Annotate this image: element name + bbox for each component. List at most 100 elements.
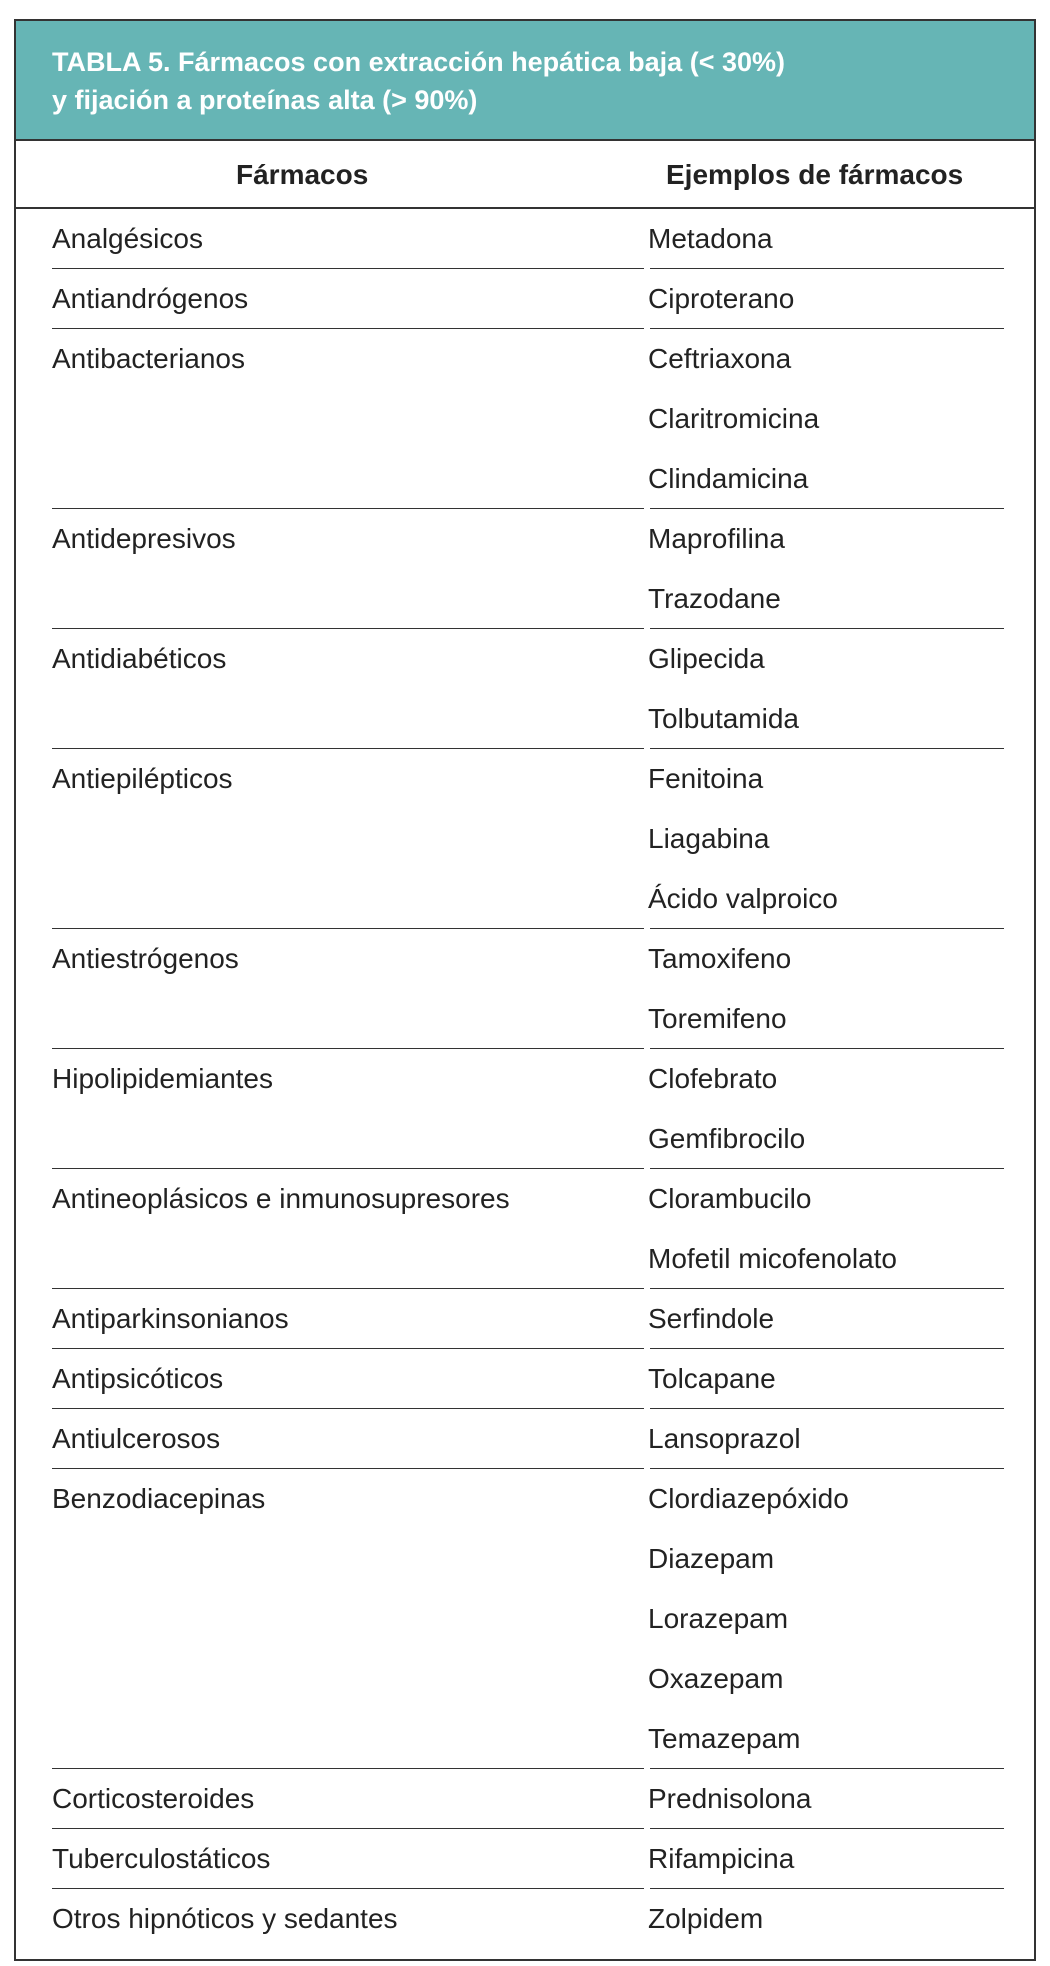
table-row: Antiparkinsonianos Serfindole	[16, 1289, 1034, 1349]
row-divider	[650, 1828, 1004, 1829]
column-header-ejemplos: Ejemplos de fármacos	[666, 159, 964, 190]
drug-example-cell: Tamoxifeno	[648, 943, 792, 974]
drug-example-cell: Diazepam	[648, 1543, 775, 1574]
row-divider	[650, 1408, 1004, 1409]
drug-example-cell: Trazodane	[648, 583, 781, 614]
table-row: Claritromicina	[16, 389, 1034, 449]
table-row: Antidepresivos Maprofilina	[16, 509, 1034, 569]
table-row: Liagabina	[16, 809, 1034, 869]
row-divider	[52, 628, 644, 629]
row-divider	[650, 328, 1004, 329]
row-divider	[650, 1348, 1004, 1349]
row-divider	[650, 628, 1004, 629]
table-body: Analgésicos Metadona Antiandrógenos Ciprote…	[16, 209, 1034, 1949]
row-divider	[650, 1168, 1004, 1169]
row-divider	[650, 1888, 1004, 1889]
drug-example-cell: Ácido valproico	[648, 883, 838, 914]
table-row: Antiestrógenos Tamoxifeno	[16, 929, 1034, 989]
drug-example-cell: Metadona	[648, 223, 773, 254]
row-divider	[650, 748, 1004, 749]
table-row: Analgésicos Metadona	[16, 209, 1034, 269]
drug-example-cell: Clordiazepóxido	[648, 1483, 849, 1514]
table-row: Antiandrógenos Ciproterano	[16, 269, 1034, 329]
drug-table: TABLA 5. Fármacos con extracción hepátic…	[14, 19, 1036, 1961]
table-row: Temazepam	[16, 1709, 1034, 1769]
drug-example-cell: Glipecida	[648, 643, 765, 674]
table-row: Benzodiacepinas Clordiazepóxido	[16, 1469, 1034, 1529]
table-row: Diazepam	[16, 1529, 1034, 1589]
table-row: Mofetil micofenolato	[16, 1229, 1034, 1289]
table-row: Antipsicóticos Tolcapane	[16, 1349, 1034, 1409]
table-title-line-1: TABLA 5. Fármacos con extracción hepátic…	[52, 47, 785, 77]
category-cell: Analgésicos	[52, 223, 203, 254]
table-row: Antineoplásicos e inmunosupresores Cloram…	[16, 1169, 1034, 1229]
drug-example-cell: Temazepam	[648, 1723, 801, 1754]
row-divider	[52, 1828, 644, 1829]
category-cell: Antidepresivos	[52, 523, 236, 554]
category-cell: Antibacterianos	[52, 343, 246, 374]
table-row: Antiulcerosos Lansoprazol	[16, 1409, 1034, 1469]
row-divider	[650, 928, 1004, 929]
drug-example-cell: Gemfibrocilo	[648, 1123, 806, 1154]
table-row: Toremifeno	[16, 989, 1034, 1049]
row-divider	[52, 1408, 644, 1409]
row-divider	[52, 268, 644, 269]
row-divider	[650, 508, 1004, 509]
drug-example-cell: Liagabina	[648, 823, 770, 854]
category-cell: Tuberculostáticos	[52, 1843, 271, 1874]
column-header-farmacos: Fármacos	[236, 159, 369, 190]
drug-example-cell: Tolbutamida	[648, 703, 799, 734]
drug-example-cell: Oxazepam	[648, 1663, 784, 1694]
category-cell: Hipolipidemiantes	[52, 1063, 274, 1094]
category-cell: Antiulcerosos	[52, 1423, 221, 1454]
row-divider	[52, 1468, 644, 1469]
row-divider	[650, 1048, 1004, 1049]
table-row: Antidiabéticos Glipecida	[16, 629, 1034, 689]
table-row: Lorazepam	[16, 1589, 1034, 1649]
table-title: TABLA 5. Fármacos con extracción hepátic…	[16, 21, 1034, 141]
drug-example-cell: Serfindole	[648, 1303, 775, 1334]
row-divider	[52, 1168, 644, 1169]
drug-example-cell: Mofetil micofenolato	[648, 1243, 898, 1274]
table-title-line-2: y fijación a proteínas alta (> 90%)	[52, 85, 478, 115]
category-cell: Antineoplásicos e inmunosupresores	[52, 1183, 510, 1214]
category-cell: Antiestrógenos	[52, 943, 239, 974]
table-row: Corticosteroides Prednisolona	[16, 1769, 1034, 1829]
table-row: Trazodane	[16, 569, 1034, 629]
column-header-row: Fármacos Ejemplos de fármacos	[16, 141, 1034, 209]
drug-example-cell: Prednisolona	[648, 1783, 812, 1814]
category-cell: Antipsicóticos	[52, 1363, 224, 1394]
drug-example-cell: Maprofilina	[648, 523, 785, 554]
table-row: Antiepilépticos Fenitoina	[16, 749, 1034, 809]
row-divider	[52, 748, 644, 749]
drug-example-cell: Claritromicina	[648, 403, 820, 434]
drug-example-cell: Clofebrato	[648, 1063, 778, 1094]
row-divider	[52, 1768, 644, 1769]
row-divider	[52, 1348, 644, 1349]
drug-example-cell: Toremifeno	[648, 1003, 787, 1034]
drug-example-cell: Tolcapane	[648, 1363, 776, 1394]
category-cell: Antiandrógenos	[52, 283, 249, 314]
row-divider	[650, 1288, 1004, 1289]
drug-example-cell: Rifampicina	[648, 1843, 795, 1874]
drug-example-cell: Lansoprazol	[648, 1423, 801, 1454]
row-divider	[52, 1288, 644, 1289]
table-row: Oxazepam	[16, 1649, 1034, 1709]
category-cell: Corticosteroides	[52, 1783, 255, 1814]
row-divider	[52, 508, 644, 509]
drug-example-cell: Fenitoina	[648, 763, 764, 794]
row-divider	[52, 1048, 644, 1049]
table-row: Tolbutamida	[16, 689, 1034, 749]
table-row: Antibacterianos Ceftriaxona	[16, 329, 1034, 389]
table-row: Ácido valproico	[16, 869, 1034, 929]
row-divider	[52, 928, 644, 929]
drug-example-cell: Lorazepam	[648, 1603, 789, 1634]
row-divider	[650, 1468, 1004, 1469]
category-cell: Antidiabéticos	[52, 643, 227, 674]
table-row: Otros hipnóticos y sedantes Zolpidem	[16, 1889, 1034, 1949]
table-row: Tuberculostáticos Rifampicina	[16, 1829, 1034, 1889]
table-row: Hipolipidemiantes Clofebrato	[16, 1049, 1034, 1109]
row-divider	[650, 268, 1004, 269]
drug-example-cell: Clorambucilo	[648, 1183, 812, 1214]
category-cell: Antiparkinsonianos	[52, 1303, 289, 1334]
